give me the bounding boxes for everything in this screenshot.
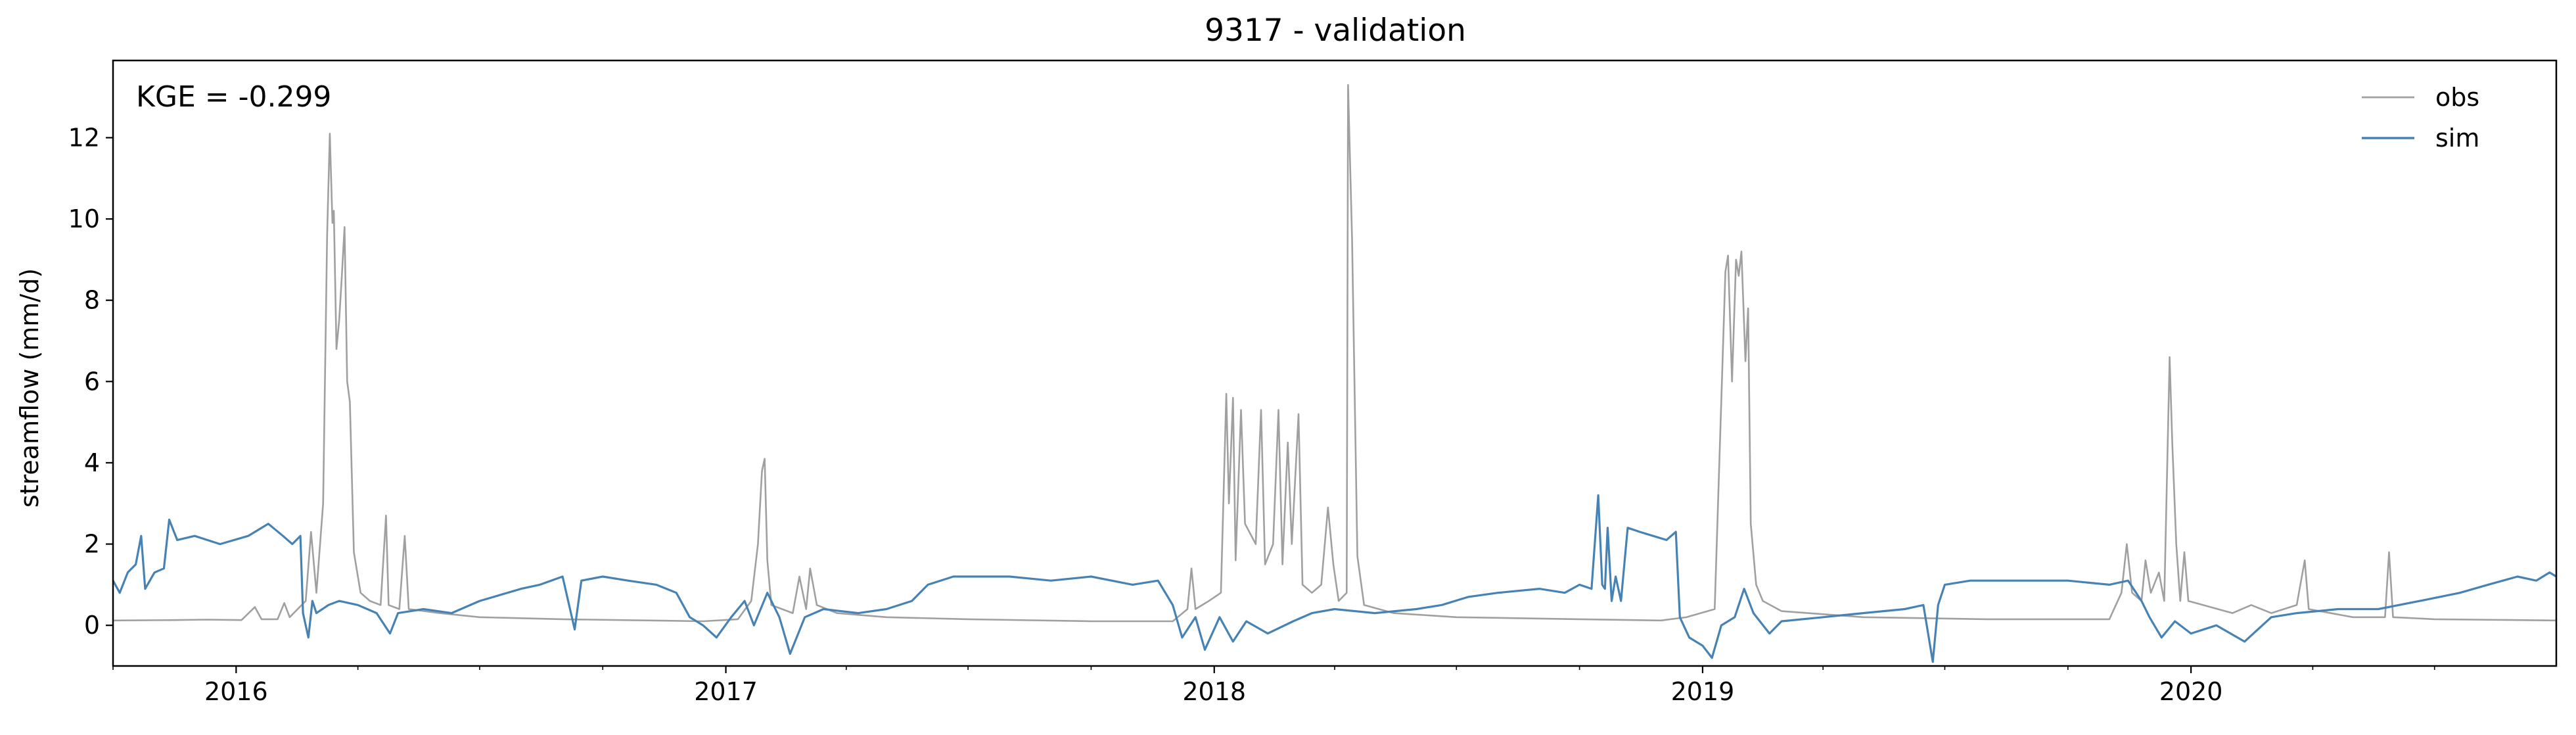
y-tick-label: 12 <box>68 123 100 152</box>
x-axis: 2016 2017 2018 2019 2020 <box>112 666 2435 706</box>
legend-label-sim: sim <box>2435 124 2479 153</box>
y-axis-label: streamflow (mm/d) <box>15 268 44 508</box>
y-tick-label: 2 <box>84 530 100 559</box>
kge-annotation: KGE = -0.299 <box>136 80 331 114</box>
legend: obs sim <box>2362 83 2479 153</box>
legend-label-obs: obs <box>2435 83 2479 112</box>
y-tick-label: 6 <box>84 367 100 396</box>
y-tick-label: 8 <box>84 286 100 315</box>
x-tick-label: 2016 <box>204 677 268 706</box>
y-tick-label: 10 <box>68 204 100 233</box>
y-tick-label: 4 <box>84 448 100 477</box>
series-layer <box>113 83 2556 663</box>
x-tick-label: 2019 <box>1671 677 1735 706</box>
x-tick-label: 2020 <box>2159 677 2223 706</box>
y-tick-label: 0 <box>84 611 100 640</box>
chart-title: 9317 - validation <box>1205 12 1466 49</box>
series-line-sim <box>113 494 2556 663</box>
x-tick-label: 2018 <box>1182 677 1246 706</box>
x-tick-label: 2017 <box>694 677 758 706</box>
y-axis: 0 2 4 6 8 10 12 <box>68 123 113 640</box>
series-line-obs <box>113 83 2556 623</box>
